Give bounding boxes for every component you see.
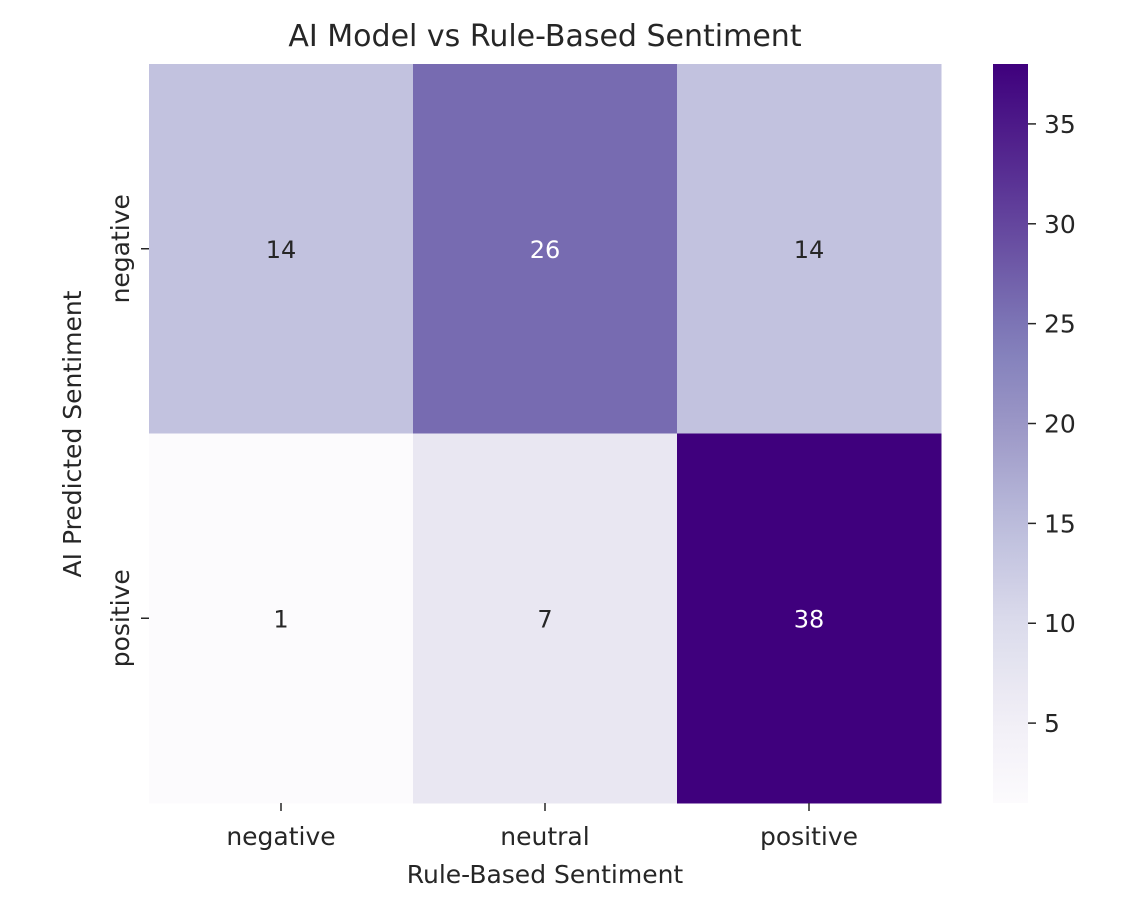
colorbar-tick-label: 15 <box>1044 509 1076 538</box>
y-axis-label: AI Predicted Sentiment <box>58 290 87 577</box>
cell-value-label: 14 <box>794 236 825 264</box>
colorbar-tick-label: 35 <box>1044 110 1076 139</box>
heatmap-cell <box>413 433 678 804</box>
y-tick-label: negative <box>106 194 135 303</box>
x-tick-label: neutral <box>500 822 589 851</box>
heatmap-cell <box>149 64 414 434</box>
colorbar <box>993 64 1028 803</box>
chart-title: AI Model vs Rule-Based Sentiment <box>288 19 801 54</box>
x-tick-label: positive <box>760 822 858 851</box>
heatmap-cell <box>677 433 942 804</box>
cell-value-label: 14 <box>266 236 297 264</box>
colorbar-ticks: 5 10 15 20 25 30 35 <box>1028 110 1076 738</box>
colorbar-tick-label: 30 <box>1044 210 1076 239</box>
cell-value-label: 1 <box>273 605 288 633</box>
colorbar-tick-label: 5 <box>1044 709 1060 738</box>
y-tick-label: positive <box>106 569 135 667</box>
cell-value-label: 26 <box>530 236 561 264</box>
x-tick-label: negative <box>226 822 335 851</box>
heatmap-cell <box>149 433 414 804</box>
colorbar-tick-label: 25 <box>1044 310 1076 339</box>
heatmap-cell <box>677 64 942 434</box>
cell-value-label: 7 <box>537 605 552 633</box>
heatmap-cells: 14 26 14 1 7 38 <box>149 64 942 804</box>
heatmap-cell <box>413 64 678 434</box>
cell-value-label: 38 <box>794 605 825 633</box>
colorbar-tick-label: 20 <box>1044 410 1076 439</box>
y-axis-ticks: negative positive <box>106 194 149 667</box>
colorbar-tick-label: 10 <box>1044 609 1076 638</box>
x-axis-label: Rule-Based Sentiment <box>407 860 684 889</box>
x-axis-ticks: negative neutral positive <box>226 803 858 851</box>
